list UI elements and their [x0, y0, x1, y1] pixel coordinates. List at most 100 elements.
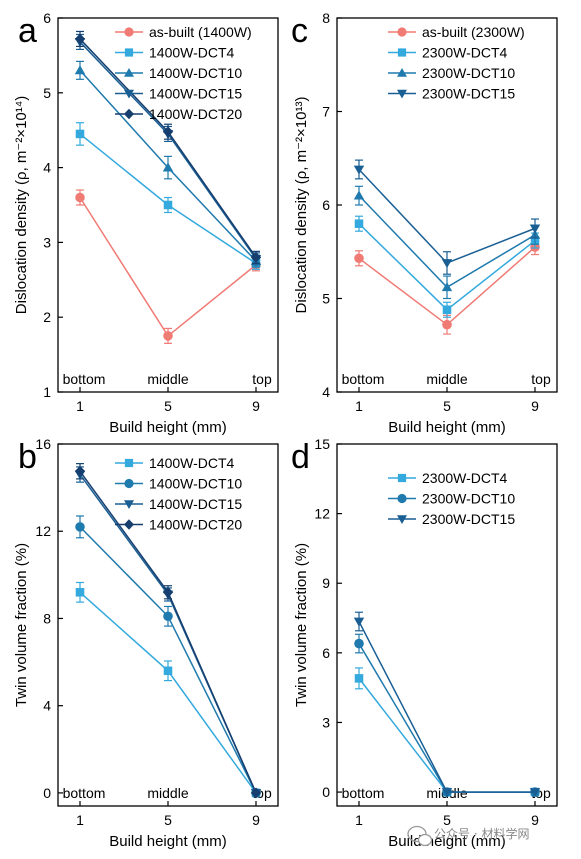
- y-tick-label: 4: [43, 698, 51, 714]
- data-point: [441, 282, 453, 292]
- y-tick-label: 3: [322, 714, 330, 730]
- data-point: [529, 224, 541, 234]
- watermark-text: 公众号 · 材料学网: [434, 826, 529, 841]
- data-point: [353, 617, 365, 627]
- position-label: bottom: [342, 785, 385, 801]
- legend-label: as-built (2300W): [422, 24, 525, 40]
- series-2300w-dct10: [354, 633, 540, 797]
- series-2300w-dct15: [353, 611, 541, 798]
- y-tick-label: 4: [322, 384, 330, 400]
- data-point: [353, 190, 365, 200]
- y-tick-label: 0: [43, 785, 51, 801]
- y-tick-label: 9: [322, 575, 330, 591]
- y-tick-label: 8: [322, 10, 330, 26]
- legend-marker: [124, 89, 134, 99]
- y-tick-label: 5: [322, 291, 330, 307]
- panel-letter: c: [291, 12, 308, 50]
- legend-label: 1400W-DCT4: [149, 455, 235, 471]
- legend-marker: [397, 89, 407, 99]
- position-label: middle: [147, 371, 188, 387]
- series-1400w-dct4: [75, 122, 261, 270]
- y-tick-label: 4: [43, 160, 51, 176]
- watermark: 公众号 · 材料学网: [407, 825, 529, 847]
- data-point: [354, 674, 364, 683]
- series-as-built-2300w-: [354, 238, 540, 335]
- y-tick-label: 6: [43, 10, 51, 26]
- x-tick-label: 5: [164, 398, 172, 414]
- series-line: [358, 677, 535, 793]
- data-point: [354, 638, 364, 649]
- legend-label: 1400W-DCT20: [149, 517, 242, 533]
- series-2300w-dct10: [353, 185, 541, 300]
- legend-marker: [397, 515, 407, 524]
- legend-marker: [124, 48, 134, 57]
- data-point: [75, 129, 85, 139]
- series-1400w-dct20: [74, 463, 262, 799]
- data-point: [250, 251, 262, 263]
- position-label: bottom: [63, 785, 106, 801]
- position-label: bottom: [342, 371, 385, 387]
- legend-marker: [124, 500, 134, 509]
- data-point: [250, 787, 262, 799]
- legend-marker: [124, 27, 134, 37]
- x-tick-label: 5: [443, 812, 451, 828]
- legend: 1400W-DCT4 1400W-DCT10 1400W-DCT15 1400W-DC…: [115, 455, 242, 533]
- data-point: [75, 588, 85, 597]
- data-point: [74, 65, 86, 75]
- x-tick-label: 1: [355, 398, 363, 414]
- legend-marker: [397, 473, 407, 483]
- position-label: bottom: [63, 371, 106, 387]
- y-tick-label: 6: [322, 197, 330, 213]
- y-axis-title: Twin volume fraction (%): [293, 543, 310, 707]
- y-tick-label: 5: [43, 85, 51, 101]
- chart-panel-d: d03691215159bottommiddletopBuild height …: [291, 436, 558, 850]
- data-point: [163, 611, 173, 622]
- data-point: [163, 666, 173, 676]
- y-tick-label: 6: [322, 645, 330, 661]
- series-1400w-dct10: [75, 515, 261, 798]
- y-tick-label: 16: [35, 436, 51, 452]
- chart-panel-a: a 1 2 3 4 5 6 1 5 9 bottom middle top Build height (m…: [13, 10, 279, 436]
- panel-letter: d: [291, 438, 310, 476]
- legend-marker: [124, 108, 134, 120]
- legend-marker: [124, 68, 134, 77]
- legend-marker: [124, 519, 134, 530]
- legend-marker: [124, 458, 134, 468]
- x-tick-label: 1: [76, 812, 84, 828]
- x-tick-label: 9: [531, 398, 539, 414]
- data-point: [529, 788, 541, 798]
- data-point: [354, 253, 364, 264]
- legend-label: 1400W-DCT20: [149, 106, 242, 122]
- data-point: [75, 192, 85, 203]
- y-tick-label: 12: [35, 523, 51, 539]
- legend-label: 2300W-DCT10: [422, 65, 515, 81]
- y-tick-label: 15: [314, 436, 330, 452]
- data-point: [441, 788, 453, 798]
- wechat-icon: [407, 825, 433, 847]
- legend-marker: [397, 27, 407, 37]
- series-line: [358, 643, 535, 793]
- legend-label: 1400W-DCT10: [149, 65, 242, 81]
- legend-label: 2300W-DCT15: [422, 511, 515, 527]
- x-axis-title: Build height (mm): [388, 833, 506, 850]
- data-point: [354, 219, 364, 228]
- series-2300w-dct4: [354, 667, 540, 797]
- y-tick-label: 3: [43, 234, 51, 250]
- legend-label: 1400W-DCT4: [149, 45, 235, 61]
- series-line: [79, 526, 257, 794]
- legend-label: 1400W-DCT15: [149, 496, 242, 512]
- legend-marker: [397, 68, 407, 77]
- position-label: top: [531, 371, 551, 387]
- x-tick-label: 5: [443, 398, 451, 414]
- x-axis-title: Build height (mm): [109, 833, 227, 850]
- series-2300w-dct15: [353, 159, 541, 275]
- legend-marker: [397, 48, 407, 57]
- data-point: [353, 165, 365, 175]
- x-tick-label: 9: [531, 812, 539, 828]
- data-point: [442, 319, 452, 330]
- legend-label: 2300W-DCT10: [422, 491, 515, 507]
- x-tick-label: 9: [252, 812, 260, 828]
- x-tick-label: 5: [164, 812, 172, 828]
